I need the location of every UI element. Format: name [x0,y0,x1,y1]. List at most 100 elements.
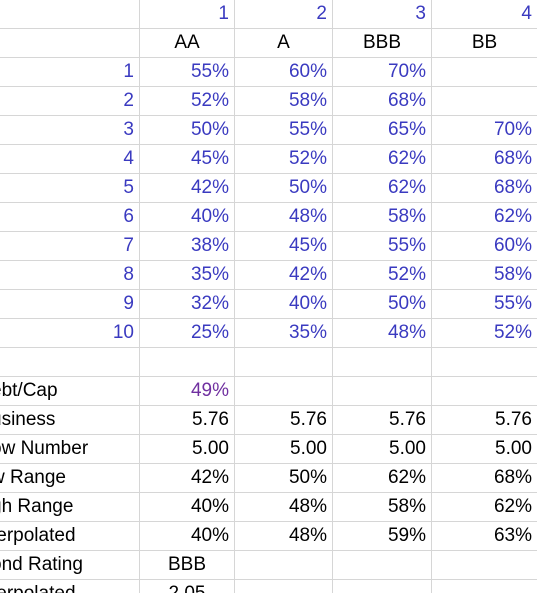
cell-value[interactable]: 45% [235,232,333,261]
cell-value[interactable]: 50% [235,174,333,203]
cell-row-number[interactable]: 5 [0,174,140,203]
cell-value[interactable]: 60% [432,232,537,261]
cell-row-number[interactable]: 1 [0,58,140,87]
cell-rating-header[interactable]: BBB [333,29,432,58]
cell-row-number[interactable]: 8 [0,261,140,290]
cell-value[interactable]: 40% [235,290,333,319]
cell-column-number[interactable]: 4 [432,0,537,29]
cell-value[interactable] [235,580,333,593]
cell-value[interactable]: 5.76 [235,406,333,435]
cell-value[interactable] [333,580,432,593]
cell-value[interactable]: 5.76 [140,406,235,435]
cell-value[interactable]: 55% [235,116,333,145]
cell-value[interactable]: 62% [333,464,432,493]
cell-value[interactable]: 68% [432,174,537,203]
cell-value[interactable]: 40% [140,203,235,232]
cell-value[interactable]: 60% [235,58,333,87]
cell-row-label[interactable]: w Range [0,464,140,493]
cell-value[interactable]: 62% [432,203,537,232]
cell-value[interactable]: 50% [235,464,333,493]
cell-row-number[interactable]: 10 [0,319,140,348]
cell-column-number[interactable]: 3 [333,0,432,29]
cell[interactable] [140,348,235,377]
cell-row-label[interactable]: usiness [0,406,140,435]
cell-value[interactable]: 68% [432,145,537,174]
cell-value[interactable] [432,58,537,87]
cell-value[interactable]: 63% [432,522,537,551]
cell-row-number[interactable]: 6 [0,203,140,232]
cell[interactable] [0,29,140,58]
cell-value[interactable] [235,551,333,580]
cell-value[interactable]: 5.00 [235,435,333,464]
cell[interactable] [0,0,140,29]
cell-value[interactable]: 62% [432,493,537,522]
cell-value[interactable]: 48% [333,319,432,348]
cell-value[interactable]: 59% [333,522,432,551]
cell-value[interactable]: 65% [333,116,432,145]
cell-row-number[interactable]: 4 [0,145,140,174]
cell-value[interactable]: 55% [140,58,235,87]
cell-value[interactable]: 68% [432,464,537,493]
cell-value[interactable]: 45% [140,145,235,174]
cell-column-number[interactable]: 1 [140,0,235,29]
cell-value[interactable]: 62% [333,174,432,203]
cell-value[interactable]: 5.00 [432,435,537,464]
cell-value[interactable]: 40% [140,493,235,522]
cell-value[interactable] [432,580,537,593]
cell-value[interactable]: 42% [140,464,235,493]
cell-value[interactable] [333,377,432,406]
cell-row-label[interactable]: ow Number [0,435,140,464]
cell-value[interactable]: 38% [140,232,235,261]
cell-row-label[interactable]: terpolated [0,580,140,593]
cell-value[interactable]: 35% [235,319,333,348]
cell-value[interactable]: 5.00 [333,435,432,464]
cell-value[interactable]: 48% [235,203,333,232]
cell-row-number[interactable]: 3 [0,116,140,145]
cell-value[interactable]: 48% [235,522,333,551]
cell-row-number[interactable]: 9 [0,290,140,319]
cell-value[interactable]: 35% [140,261,235,290]
cell-value[interactable]: 70% [432,116,537,145]
cell-value[interactable]: 55% [333,232,432,261]
cell-value[interactable]: 50% [333,290,432,319]
cell[interactable] [333,348,432,377]
cell-value[interactable]: 58% [432,261,537,290]
cell-value[interactable]: 42% [235,261,333,290]
cell-value[interactable]: 58% [333,203,432,232]
cell-value[interactable]: 52% [333,261,432,290]
cell-value[interactable] [432,377,537,406]
cell-value[interactable] [235,377,333,406]
cell[interactable] [432,348,537,377]
cell-value[interactable]: 2.05 [140,580,235,593]
cell-value[interactable]: 25% [140,319,235,348]
cell-value[interactable]: 58% [333,493,432,522]
cell-row-label[interactable]: ond Rating [0,551,140,580]
cell-value[interactable]: 5.76 [432,406,537,435]
cell-value[interactable] [432,551,537,580]
cell-value[interactable]: 52% [432,319,537,348]
cell-value[interactable]: 5.76 [333,406,432,435]
cell-value[interactable] [333,551,432,580]
cell-value[interactable]: 58% [235,87,333,116]
cell-row-number[interactable]: 2 [0,87,140,116]
cell-value[interactable]: 52% [235,145,333,174]
cell-value[interactable]: 55% [432,290,537,319]
cell-value[interactable]: 49% [140,377,235,406]
cell-row-label[interactable]: gh Range [0,493,140,522]
cell-value[interactable]: 42% [140,174,235,203]
cell-value[interactable]: 48% [235,493,333,522]
cell-value[interactable]: 32% [140,290,235,319]
cell-rating-header[interactable]: A [235,29,333,58]
cell[interactable] [235,348,333,377]
cell[interactable] [0,348,140,377]
cell-row-label[interactable]: ebt/Cap [0,377,140,406]
cell-row-label[interactable]: terpolated [0,522,140,551]
cell-value[interactable]: 70% [333,58,432,87]
cell-rating-header[interactable]: BB [432,29,537,58]
cell-value[interactable]: 50% [140,116,235,145]
cell-value[interactable] [432,87,537,116]
cell-row-number[interactable]: 7 [0,232,140,261]
cell-value[interactable]: 5.00 [140,435,235,464]
cell-column-number[interactable]: 2 [235,0,333,29]
cell-rating-header[interactable]: AA [140,29,235,58]
